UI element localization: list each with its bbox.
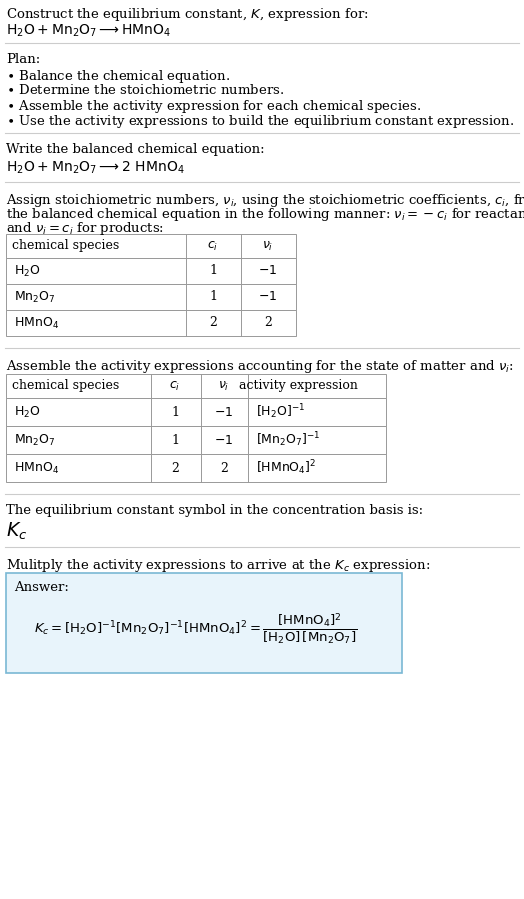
Text: Construct the equilibrium constant, $K$, expression for:: Construct the equilibrium constant, $K$,…	[6, 6, 369, 23]
Text: $-1$: $-1$	[258, 290, 278, 304]
Text: $-1$: $-1$	[214, 405, 234, 419]
Text: 1: 1	[209, 264, 217, 278]
Text: the balanced chemical equation in the following manner: $\nu_i = -c_i$ for react: the balanced chemical equation in the fo…	[6, 206, 524, 223]
Text: $-1$: $-1$	[258, 264, 278, 278]
Text: chemical species: chemical species	[12, 239, 119, 253]
Text: Write the balanced chemical equation:: Write the balanced chemical equation:	[6, 143, 265, 156]
Bar	[6, 426, 386, 454]
Bar	[6, 398, 386, 426]
Text: $\mathrm{HMnO_4}$: $\mathrm{HMnO_4}$	[14, 460, 59, 476]
Bar	[6, 234, 296, 258]
Text: $c_i$: $c_i$	[208, 239, 219, 253]
Text: and $\nu_i = c_i$ for products:: and $\nu_i = c_i$ for products:	[6, 220, 164, 237]
Text: Mulitply the activity expressions to arrive at the $K_c$ expression:: Mulitply the activity expressions to arr…	[6, 557, 430, 574]
Bar	[6, 310, 296, 336]
Text: 2: 2	[264, 316, 272, 330]
Text: $\mathrm{H_2O}$: $\mathrm{H_2O}$	[14, 263, 40, 279]
FancyBboxPatch shape	[6, 573, 402, 673]
Text: $-1$: $-1$	[214, 433, 234, 447]
Text: $[\mathrm{HMnO_4}]^{2}$: $[\mathrm{HMnO_4}]^{2}$	[256, 458, 316, 477]
Text: Assign stoichiometric numbers, $\nu_i$, using the stoichiometric coefficients, $: Assign stoichiometric numbers, $\nu_i$, …	[6, 192, 524, 209]
Text: $[\mathrm{H_2O}]^{-1}$: $[\mathrm{H_2O}]^{-1}$	[256, 403, 305, 422]
Text: $\mathrm{Mn_2O_7}$: $\mathrm{Mn_2O_7}$	[14, 289, 56, 305]
Text: $\mathrm{H_2O + Mn_2O_7 \longrightarrow 2\ HMnO_4}$: $\mathrm{H_2O + Mn_2O_7 \longrightarrow …	[6, 160, 184, 176]
Text: 1: 1	[209, 290, 217, 304]
Text: $K_c = [\mathrm{H_2O}]^{-1}[\mathrm{Mn_2O_7}]^{-1}[\mathrm{HMnO_4}]^{2} = \dfrac: $K_c = [\mathrm{H_2O}]^{-1}[\mathrm{Mn_2…	[34, 611, 357, 646]
Text: $\nu_i$: $\nu_i$	[263, 239, 274, 253]
Text: $\mathrm{H_2O + Mn_2O_7 \longrightarrow HMnO_4}$: $\mathrm{H_2O + Mn_2O_7 \longrightarrow …	[6, 23, 171, 40]
Bar	[6, 374, 386, 398]
Text: $\bullet$ Determine the stoichiometric numbers.: $\bullet$ Determine the stoichiometric n…	[6, 83, 285, 97]
Bar	[6, 454, 386, 482]
Bar	[6, 258, 296, 284]
Text: $\mathrm{HMnO_4}$: $\mathrm{HMnO_4}$	[14, 316, 59, 331]
Text: Plan:: Plan:	[6, 53, 40, 66]
Text: 1: 1	[171, 405, 179, 419]
Text: 2: 2	[220, 461, 228, 475]
Text: $\bullet$ Balance the chemical equation.: $\bullet$ Balance the chemical equation.	[6, 68, 231, 85]
Text: $\bullet$ Assemble the activity expression for each chemical species.: $\bullet$ Assemble the activity expressi…	[6, 98, 421, 115]
Text: chemical species: chemical species	[12, 379, 119, 393]
Text: 2: 2	[209, 316, 217, 330]
Text: The equilibrium constant symbol in the concentration basis is:: The equilibrium constant symbol in the c…	[6, 504, 423, 517]
Text: 1: 1	[171, 433, 179, 447]
Text: Assemble the activity expressions accounting for the state of matter and $\nu_i$: Assemble the activity expressions accoun…	[6, 358, 514, 375]
Text: $\mathrm{H_2O}$: $\mathrm{H_2O}$	[14, 405, 40, 420]
Text: $\bullet$ Use the activity expressions to build the equilibrium constant express: $\bullet$ Use the activity expressions t…	[6, 113, 514, 130]
Text: activity expression: activity expression	[238, 379, 357, 393]
Text: $c_i$: $c_i$	[169, 379, 181, 393]
Text: $\nu_i$: $\nu_i$	[219, 379, 230, 393]
Text: $\mathrm{Mn_2O_7}$: $\mathrm{Mn_2O_7}$	[14, 432, 56, 448]
Text: Answer:: Answer:	[14, 581, 69, 594]
Text: 2: 2	[171, 461, 179, 475]
Text: $K_c$: $K_c$	[6, 521, 27, 542]
Text: $[\mathrm{Mn_2O_7}]^{-1}$: $[\mathrm{Mn_2O_7}]^{-1}$	[256, 431, 321, 450]
Bar	[6, 284, 296, 310]
